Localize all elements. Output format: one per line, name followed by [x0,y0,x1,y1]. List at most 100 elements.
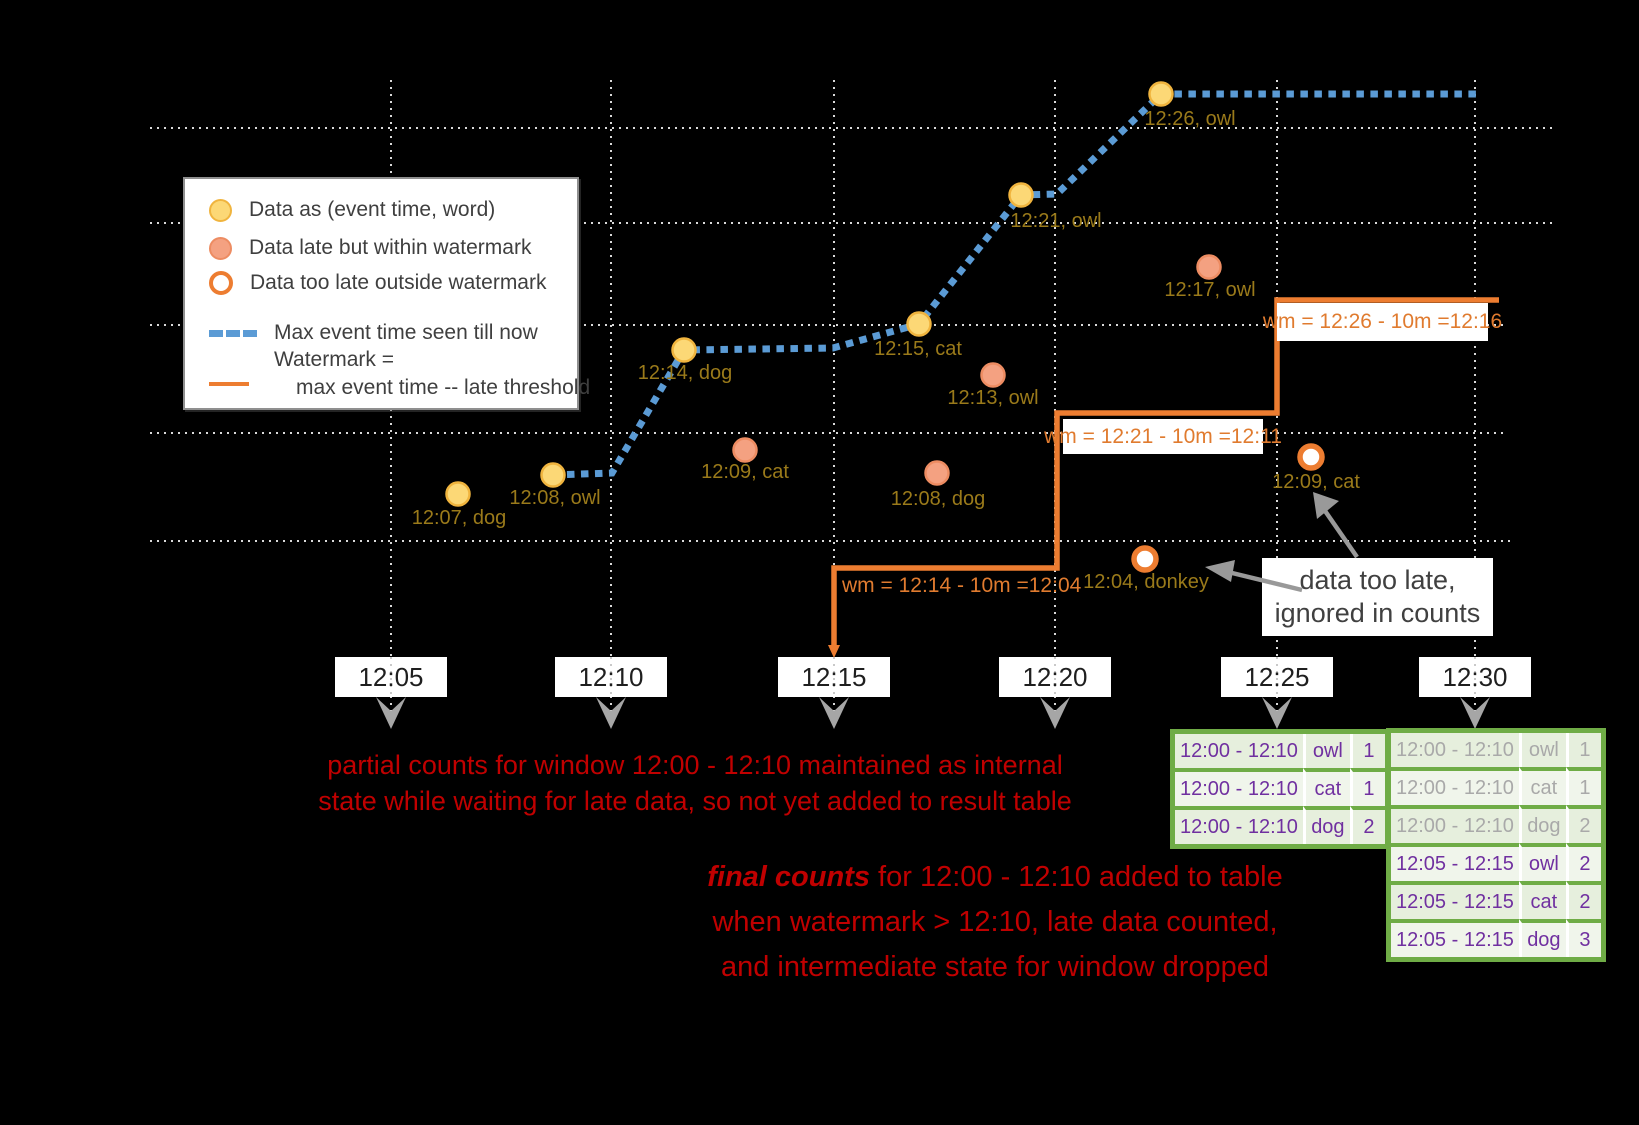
legend-item: Data too late outside watermark [209,270,546,296]
window-cell: 12:05 - 12:15 [1391,843,1519,881]
point-too-late [1131,545,1159,573]
down-arrow-icon [819,697,849,729]
callout-line: data too late, [1299,565,1456,595]
tick-12-15: 12:15 [778,657,890,697]
watermark-label-1: wm = 12:14 - 10m =12:04 [842,574,1082,597]
point-label: 12:17, owl [1164,279,1255,301]
legend-item: Data late but within watermark [209,235,531,261]
legend-label: Data as (event time, word) [249,198,496,221]
point-too-late [1297,443,1325,471]
point-label: 12:09, cat [701,461,789,483]
table-row-dropped: 12:00 - 12:10 cat 1 [1391,767,1601,805]
legend-label: max event time -- late threshold [296,376,591,399]
count-cell: 2 [1565,881,1601,919]
window-cell: 12:00 - 12:10 [1175,768,1303,806]
window-cell: 12:00 - 12:10 [1175,806,1303,844]
max-event-time-line [552,90,1478,479]
watermark-line-tip [828,645,840,658]
data-points [445,81,1325,573]
point-on-time [1008,182,1034,208]
blue-dashed-line-icon [209,329,257,337]
table-row-dropped: 12:00 - 12:10 dog 2 [1391,805,1601,843]
word-cell: dog [1302,806,1350,844]
tick-12-25: 12:25 [1221,657,1333,697]
legend-label: Max event time seen till now [274,321,538,344]
legend-item: Max event time seen till now [209,320,538,346]
tick-12-05: 12:05 [335,657,447,697]
final-counts-emphasis: final counts [707,861,870,893]
word-cell: dog [1518,919,1566,957]
watermark-label-3: wm = 12:26 - 10m =12:16 [1263,303,1502,341]
point-label: 12:04, donkey [1083,571,1209,593]
table-row: 12:00 - 12:10 dog 2 [1175,806,1385,844]
count-cell: 2 [1565,843,1601,881]
tick-12-10: 12:10 [555,657,667,697]
table-row: 12:05 - 12:15 cat 2 [1391,881,1601,919]
down-arrow-icon [1262,697,1292,729]
final-counts-note: final counts for 12:00 - 12:10 added to … [705,855,1285,990]
window-cell: 12:05 - 12:15 [1391,881,1519,919]
count-cell: 2 [1349,806,1385,844]
word-cell: cat [1518,881,1566,919]
result-table-12-25: 12:00 - 12:10 owl 1 12:00 - 12:10 cat 1 … [1170,729,1390,849]
down-arrow-icon [1460,697,1490,729]
horizontal-gridlines [150,127,1553,542]
word-cell: owl [1518,843,1566,881]
count-cell: 2 [1565,805,1601,843]
legend-item: Data as (event time, word) [209,197,495,223]
point-on-time [445,481,471,507]
point-label: 12:13, owl [947,387,1038,409]
note-line: and intermediate state for window droppe… [720,951,1270,983]
point-on-time [906,311,932,337]
table-row: 12:05 - 12:15 owl 2 [1391,843,1601,881]
word-cell: cat [1518,767,1566,805]
point-label: 12:26, owl [1144,108,1235,130]
legend: Data as (event time, word) Data late but… [183,177,590,410]
note-line: when watermark > 12:10, late data counte… [712,906,1278,938]
on-time-dot-icon [209,198,232,222]
point-label: 12:21, owl [1010,210,1101,232]
word-cell: owl [1302,734,1350,768]
legend-item: max event time -- late threshold [296,375,590,401]
note-line: partial counts for window 12:00 - 12:10 … [327,750,1063,780]
too-late-callout: data too late, ignored in counts [1262,558,1493,636]
down-arrow-icon [596,697,626,729]
data-point-labels: 12:07, dog 12:08, owl 12:14, dog 12:09, … [412,108,1361,593]
window-cell: 12:00 - 12:10 [1391,805,1519,843]
count-cell: 1 [1349,768,1385,806]
result-table-12-30: 12:00 - 12:10 owl 1 12:00 - 12:10 cat 1 … [1386,728,1606,962]
table-row: 12:00 - 12:10 cat 1 [1175,768,1385,806]
legend-label: Data late but within watermark [249,236,532,259]
word-cell: dog [1518,805,1566,843]
window-cell: 12:00 - 12:10 [1175,734,1303,768]
point-late [732,437,758,463]
table-row: 12:05 - 12:15 dog 3 [1391,919,1601,957]
callout-line: ignored in counts [1274,598,1481,628]
legend-label: Data too late outside watermark [250,271,547,294]
note-line-rest: for 12:00 - 12:10 added to table [869,861,1283,893]
down-arrow-icon [1040,697,1070,729]
count-cell: 1 [1349,734,1385,768]
watermark-line [831,297,1499,650]
tick-12-20: 12:20 [999,657,1111,697]
count-cell: 1 [1565,767,1601,805]
down-arrow-icon [376,697,406,729]
watermark-label-2: wm = 12:21 - 10m =12:11 [1044,419,1282,454]
too-late-dot-icon [209,271,233,295]
late-dot-icon [209,236,232,260]
window-cell: 12:05 - 12:15 [1391,919,1519,957]
count-cell: 1 [1565,733,1601,767]
point-label: 12:08, owl [509,487,600,509]
point-late [1196,254,1222,280]
point-late [980,362,1006,388]
note-line: state while waiting for late data, so no… [318,786,1072,816]
point-label: 12:07, dog [412,507,507,529]
count-cell: 3 [1565,919,1601,957]
point-label: 12:08, dog [891,488,986,510]
table-row-dropped: 12:00 - 12:10 owl 1 [1391,733,1601,767]
partial-counts-note: partial counts for window 12:00 - 12:10 … [290,747,1100,819]
point-label: 12:14, dog [638,362,733,384]
orange-line-icon [209,382,249,386]
point-on-time [540,462,566,488]
